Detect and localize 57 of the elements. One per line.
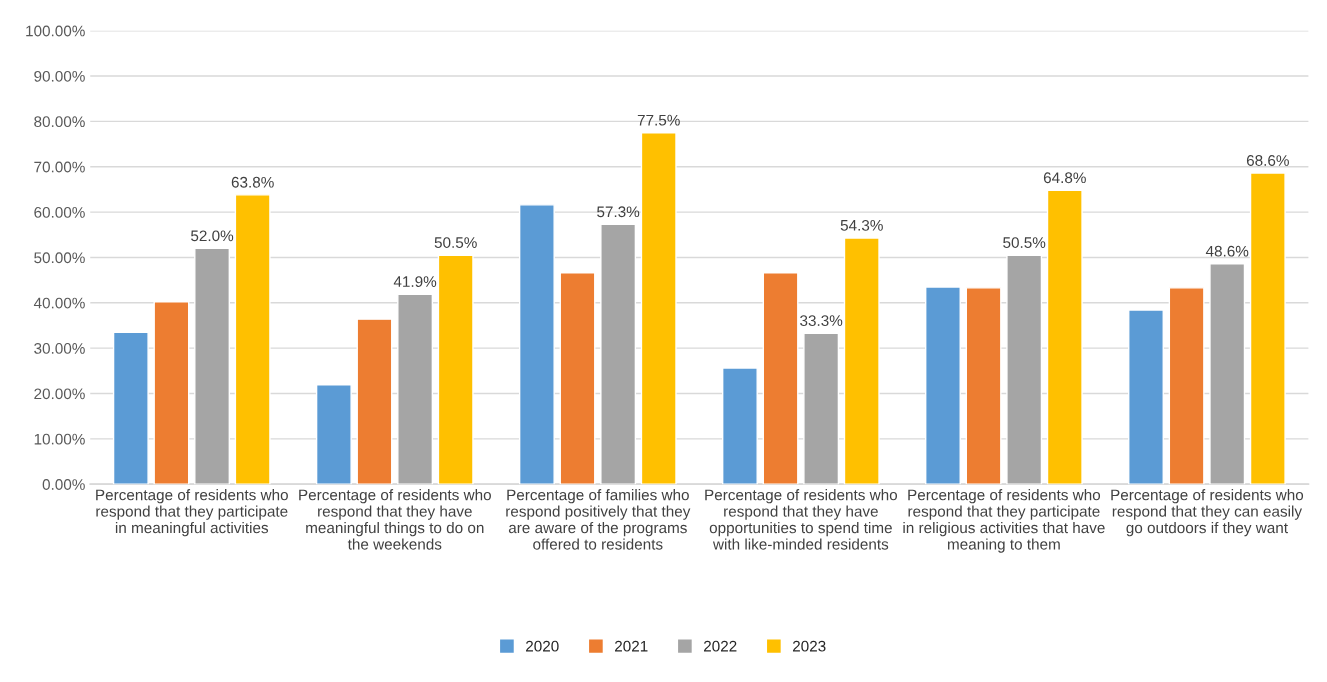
y-tick-label: 30.00% <box>34 343 85 354</box>
data-label: 33.3% <box>800 315 843 327</box>
y-tick-label: 90.00% <box>34 70 85 82</box>
data-label: 48.6% <box>1205 245 1249 257</box>
legend-label: 2021 <box>615 640 648 652</box>
bar <box>1006 254 1043 485</box>
bar <box>518 204 555 485</box>
bar <box>153 301 190 485</box>
legend-label: 2022 <box>703 640 737 652</box>
bar <box>803 332 840 485</box>
data-label: 64.8% <box>1043 172 1086 184</box>
y-tick-label: 70.00% <box>34 161 85 173</box>
data-label: 50.5% <box>1003 237 1046 248</box>
bar <box>397 293 434 485</box>
bar <box>356 318 393 485</box>
data-label: 52.0% <box>191 230 234 242</box>
bar <box>1209 263 1246 485</box>
y-tick-label: 0.00% <box>42 479 85 490</box>
y-tick-label: 50.00% <box>34 252 85 264</box>
x-tick-label: Percentage of residents who respond that they have opportunities to spend time with like-minded residents <box>705 489 898 550</box>
bar <box>843 237 880 485</box>
data-label: 50.5% <box>434 237 477 248</box>
x-tick-label: Percentage of residents who respond that they have meaningful things to do on the weekends <box>299 489 491 550</box>
data-label: 63.8% <box>231 176 274 188</box>
bar <box>1128 309 1164 485</box>
bar <box>112 331 149 485</box>
data-label: 54.3% <box>840 219 883 231</box>
bar <box>234 194 271 485</box>
bar <box>559 272 596 485</box>
y-tick-label: 20.00% <box>34 388 85 400</box>
y-tick-label: 80.00% <box>34 116 85 128</box>
data-label: 68.6% <box>1246 155 1289 166</box>
data-label: 77.5% <box>637 114 680 126</box>
bar <box>437 254 474 485</box>
x-tick-label: Percentage of residents who respond that they participate in meaningful activities <box>96 489 288 537</box>
x-tick-label: Percentage of families who respond positively that they are aware of the programs offered to residents <box>506 489 691 550</box>
x-tick-label: Percentage of residents who respond that they participate in religious activities that have meaning to them <box>903 489 1105 553</box>
legend-label: 2020 <box>526 640 559 652</box>
legend-label: 2023 <box>792 640 826 652</box>
bar <box>194 247 231 485</box>
y-tick-label: 10.00% <box>34 433 85 445</box>
bar <box>721 367 758 485</box>
bar <box>600 223 637 485</box>
data-label: 57.3% <box>597 206 640 218</box>
bar <box>1168 287 1205 485</box>
bar <box>1046 189 1083 485</box>
bar <box>965 287 1002 485</box>
y-tick-label: 100.00% <box>26 25 85 37</box>
bar <box>315 384 352 485</box>
bar <box>762 272 799 485</box>
bar <box>1249 172 1286 485</box>
data-label: 41.9% <box>393 276 437 287</box>
bar <box>640 132 677 485</box>
x-tick-label: Percentage of residents who respond that they can easily go outdoors if they want <box>1111 489 1304 537</box>
y-tick-label: 40.00% <box>33 297 85 309</box>
bar <box>925 286 961 485</box>
y-tick-label: 60.00% <box>34 206 85 218</box>
